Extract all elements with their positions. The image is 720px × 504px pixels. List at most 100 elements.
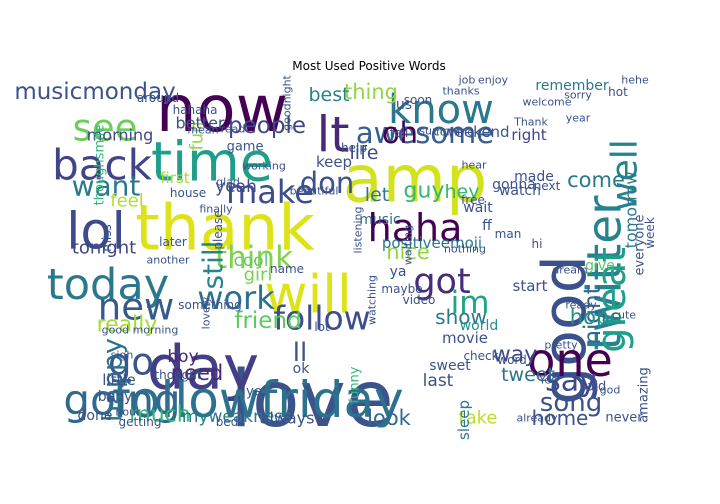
word-beautiful: beautiful [290,185,339,198]
word-tweet: tweet [501,364,555,386]
word-ye: ye [246,385,262,400]
word-feel: feel [110,191,144,212]
word-night: night [580,285,606,344]
word-working: working [242,160,286,173]
word-love: love [230,355,394,445]
word-now: now [156,73,288,147]
word-thank: thank [135,192,315,265]
word-look: look [367,406,412,430]
word-coming: coming [434,126,475,139]
word-lot: lot [314,320,330,334]
cloud-canvas [90,75,647,424]
word-really: really [97,313,158,338]
word-weekend: weekend [442,123,509,141]
word-myweakness: myweakness [182,407,292,427]
word-still: still [197,241,230,290]
word-musicmonday: musicmonday [14,79,175,105]
word-around: around [137,91,179,105]
word-girl: girl [244,265,273,286]
word-give: give [585,258,615,274]
word-lol: lol [66,203,126,262]
word-dream: dream [552,264,588,277]
word-see: see [73,107,138,150]
word-new: new [98,286,174,329]
word-finally: finally [199,203,233,216]
word-summer: summer [419,125,465,138]
word-house: house [170,186,206,200]
word-movie: movie [442,329,488,347]
word-watching: watching [366,275,379,325]
word-miss: miss [100,224,114,252]
word-maybe: maybe [381,282,422,296]
word-name: name [270,262,304,276]
word-word: word [497,353,527,367]
word-go: go [108,341,154,384]
word-everyone: everyone [633,215,648,276]
word-mean: mean [187,124,218,137]
word-guy: guy [404,179,445,204]
word-ok: ok [293,361,311,377]
word-hope: hope [570,305,622,329]
word-thoughsmile: thoughsmile [93,125,108,206]
word-people: people [228,113,306,139]
word-morning: morning [87,126,154,145]
word-today: today [47,260,169,310]
word-lt: lt [317,107,350,164]
word-make: make [226,173,314,211]
word-show: show [435,305,487,329]
word-please: please [211,210,225,249]
word-little: little [102,371,136,389]
word-enjoy: enjoy [478,74,509,87]
word-glad: glad [216,176,240,189]
word-watch: watch [499,183,541,199]
word-followfriday: followfriday [112,371,403,429]
word-baby: baby [98,389,133,405]
word-way: way [493,343,538,368]
word-thanks: thanks [442,85,479,98]
word-work: work [197,279,275,317]
word-ready: ready [565,299,597,312]
word-will: will [264,265,352,326]
word-never: never [605,411,643,426]
word-said: said [580,380,607,395]
word-haha: haha [368,206,463,250]
word-come: come [567,168,625,192]
word-tomorrow: tomorrow [622,172,641,249]
word-don: don [300,166,355,200]
word-hey: hey [445,181,480,203]
word-thought: thought [154,368,201,382]
word-nice: nice [386,240,430,264]
word-best: best [308,84,349,106]
word-later: later [159,235,187,249]
word-always: always [260,409,315,428]
word-keep: keep [316,153,352,171]
word-home: home [532,406,589,430]
word-day: day [147,333,259,404]
word-sigh: sigh [111,349,134,362]
word-going: going [63,376,180,425]
word-getting: getting [119,415,162,429]
word-video: video [403,293,436,307]
word-cute: cute [612,309,636,322]
word-hear: hear [461,159,486,172]
word-thank: Thank [513,116,548,129]
word-back: back [52,141,152,190]
word-song: song [540,388,602,418]
word-year: year [566,112,591,125]
word-sleep: sleep [455,400,473,440]
word-bed: bed [216,415,239,429]
word-thing: thing [344,80,398,104]
word-amazing: amazing [637,367,652,423]
word-want: want [72,170,141,203]
word-life: life [350,142,379,164]
word-good-morning: good morning [102,324,179,337]
word-god: god [600,384,621,397]
word-twitter: twitter [578,195,633,351]
word-awesome: awesome [356,116,494,150]
word-take: take [459,408,498,429]
word-listening: listening [352,207,365,254]
chart-title: Most Used Positive Words [292,59,446,73]
word-next: next [534,179,561,193]
